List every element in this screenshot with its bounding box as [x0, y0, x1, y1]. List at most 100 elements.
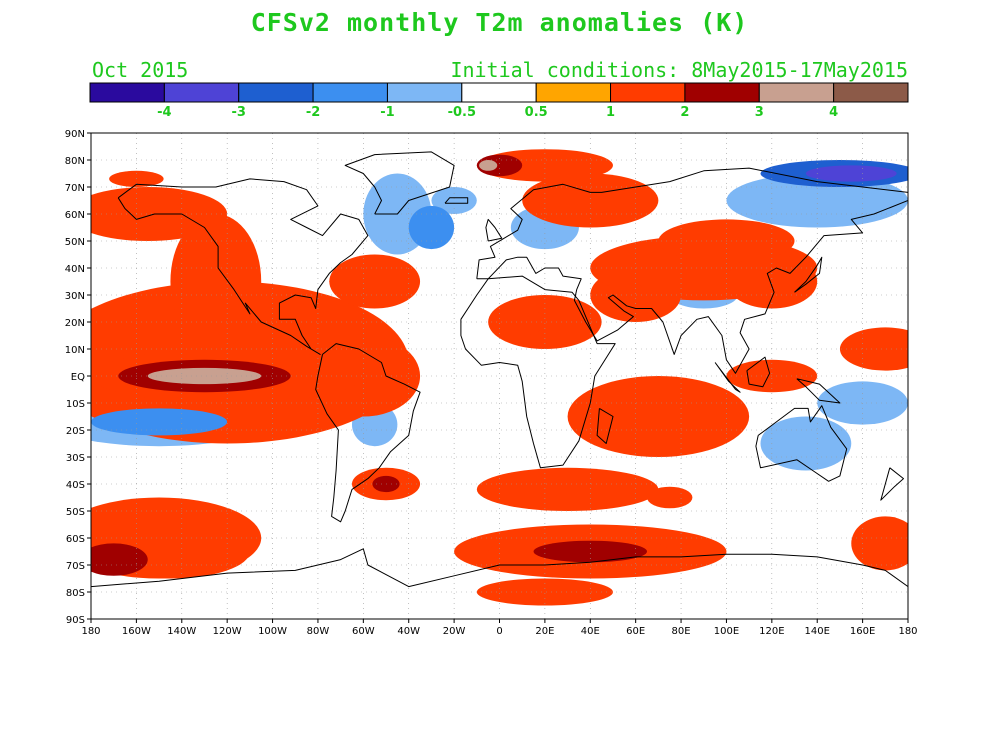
lat-tick-label: 60S — [66, 534, 85, 545]
lon-tick-label: 140E — [805, 626, 830, 637]
lat-tick-label: 70S — [66, 561, 85, 572]
coastlines — [91, 151, 908, 588]
lon-tick-label: 160E — [850, 626, 875, 637]
color-scale-label: 4 — [829, 105, 838, 120]
anomaly-region — [522, 173, 659, 228]
coastline — [746, 356, 771, 388]
anomaly-region — [533, 540, 648, 563]
lat-tick-label: 10S — [66, 399, 85, 410]
anomaly-region — [479, 160, 498, 171]
color-scale-bin — [610, 82, 686, 103]
lat-tick-label: 50N — [65, 237, 85, 248]
initial-conditions-label: Initial conditions: 8May2015-17May2015 — [450, 58, 908, 82]
color-scale-label: 2 — [680, 105, 689, 120]
anomaly-region — [91, 408, 228, 436]
color-scale-bin — [758, 82, 835, 103]
lon-tick-label: 120E — [759, 626, 784, 637]
color-scale-label: -0.5 — [448, 105, 476, 120]
anomaly-region — [329, 268, 375, 295]
lon-tick-label: 100E — [714, 626, 739, 637]
longitude-axis: 180 160W 140W 120W 100W 80W 60W 40W 20W 0 20E 40E 60… — [81, 619, 918, 637]
lon-tick-label: 80W — [307, 626, 330, 637]
anomaly-region — [805, 165, 897, 182]
anomaly-region — [760, 416, 852, 471]
coastline — [794, 256, 823, 293]
lat-tick-label: 80N — [65, 156, 85, 167]
color-scale-label: 3 — [755, 105, 764, 120]
anomaly-region — [839, 327, 908, 371]
color-scale-label: 0.5 — [525, 105, 548, 120]
lon-tick-label: 80E — [672, 626, 691, 637]
color-scale-label: -4 — [157, 105, 171, 120]
map-title: CFSv2 monthly T2m anomalies (K) — [250, 8, 749, 37]
anomaly-region — [147, 367, 262, 385]
color-scale-bin — [238, 82, 314, 103]
color-scale-label: -1 — [380, 105, 394, 120]
color-scale-bin — [163, 82, 240, 103]
color-scale-bin — [89, 82, 165, 103]
lat-tick-label: 90N — [65, 129, 85, 140]
color-scale-label: -3 — [232, 105, 246, 120]
lat-tick-label: EQ — [71, 372, 85, 383]
color-scale-bin — [535, 82, 612, 103]
color-scale-label: 1 — [606, 105, 615, 120]
coastline — [91, 548, 908, 588]
color-scale-bin — [833, 82, 909, 103]
lat-tick-label: 40S — [66, 480, 85, 491]
lat-tick-label: 30S — [66, 453, 85, 464]
lon-tick-label: 40E — [581, 626, 600, 637]
lat-tick-label: 30N — [65, 291, 85, 302]
lat-tick-label: 80S — [66, 588, 85, 599]
lon-tick-label: 180 — [81, 626, 100, 637]
lat-tick-label: 70N — [65, 183, 85, 194]
anomaly-region — [647, 486, 693, 509]
lat-tick-label: 40N — [65, 264, 85, 275]
plot-area — [90, 132, 909, 620]
coastline — [444, 197, 469, 204]
coastline — [344, 151, 455, 215]
lat-tick-label: 20N — [65, 318, 85, 329]
anomaly-region — [408, 205, 455, 250]
lon-tick-label: 180 — [898, 626, 917, 637]
coastline — [714, 362, 741, 393]
coastline — [880, 467, 904, 501]
color-scale-bin — [312, 82, 388, 103]
latitude-axis: 90N 80N 70N 60N 50N 40N 30N 20N 10N EQ 10S 20S 30S 40… — [65, 129, 91, 626]
color-scale-bin — [386, 82, 463, 103]
lon-tick-label: 140W — [167, 626, 196, 637]
coastline — [796, 378, 841, 404]
anomaly-region — [431, 187, 477, 214]
anomaly-region — [170, 214, 262, 349]
lat-tick-label: 90S — [66, 615, 85, 626]
lon-tick-label: 120W — [213, 626, 242, 637]
coastline — [117, 178, 369, 355]
anomaly-contours — [91, 149, 908, 606]
coastline — [315, 343, 421, 523]
coastline — [476, 167, 908, 374]
lon-tick-label: 20E — [535, 626, 554, 637]
anomaly-region — [499, 308, 545, 336]
color-scale-label: -2 — [306, 105, 320, 120]
anomaly-region — [329, 349, 375, 376]
valid-period-label: Oct 2015 — [92, 58, 189, 82]
lon-tick-label: 60E — [626, 626, 645, 637]
lat-tick-label: 20S — [66, 426, 85, 437]
anomaly-region — [91, 543, 148, 576]
lon-tick-label: 20W — [443, 626, 466, 637]
color-scale-bin — [684, 82, 760, 103]
lon-tick-label: 160W — [122, 626, 151, 637]
lon-tick-label: 100W — [258, 626, 287, 637]
anomaly-region — [851, 516, 908, 571]
color-scale-bin — [461, 82, 537, 103]
coastline — [596, 407, 614, 444]
lat-lon-grid — [91, 133, 908, 619]
anomaly-region — [567, 376, 750, 457]
anomaly-region — [726, 254, 818, 309]
lon-tick-label: 0 — [496, 626, 502, 637]
lat-tick-label: 50S — [66, 507, 85, 518]
lon-tick-label: 40W — [397, 626, 420, 637]
lat-tick-label: 60N — [65, 210, 85, 221]
lon-tick-label: 60W — [352, 626, 375, 637]
anomaly-region — [476, 467, 659, 511]
